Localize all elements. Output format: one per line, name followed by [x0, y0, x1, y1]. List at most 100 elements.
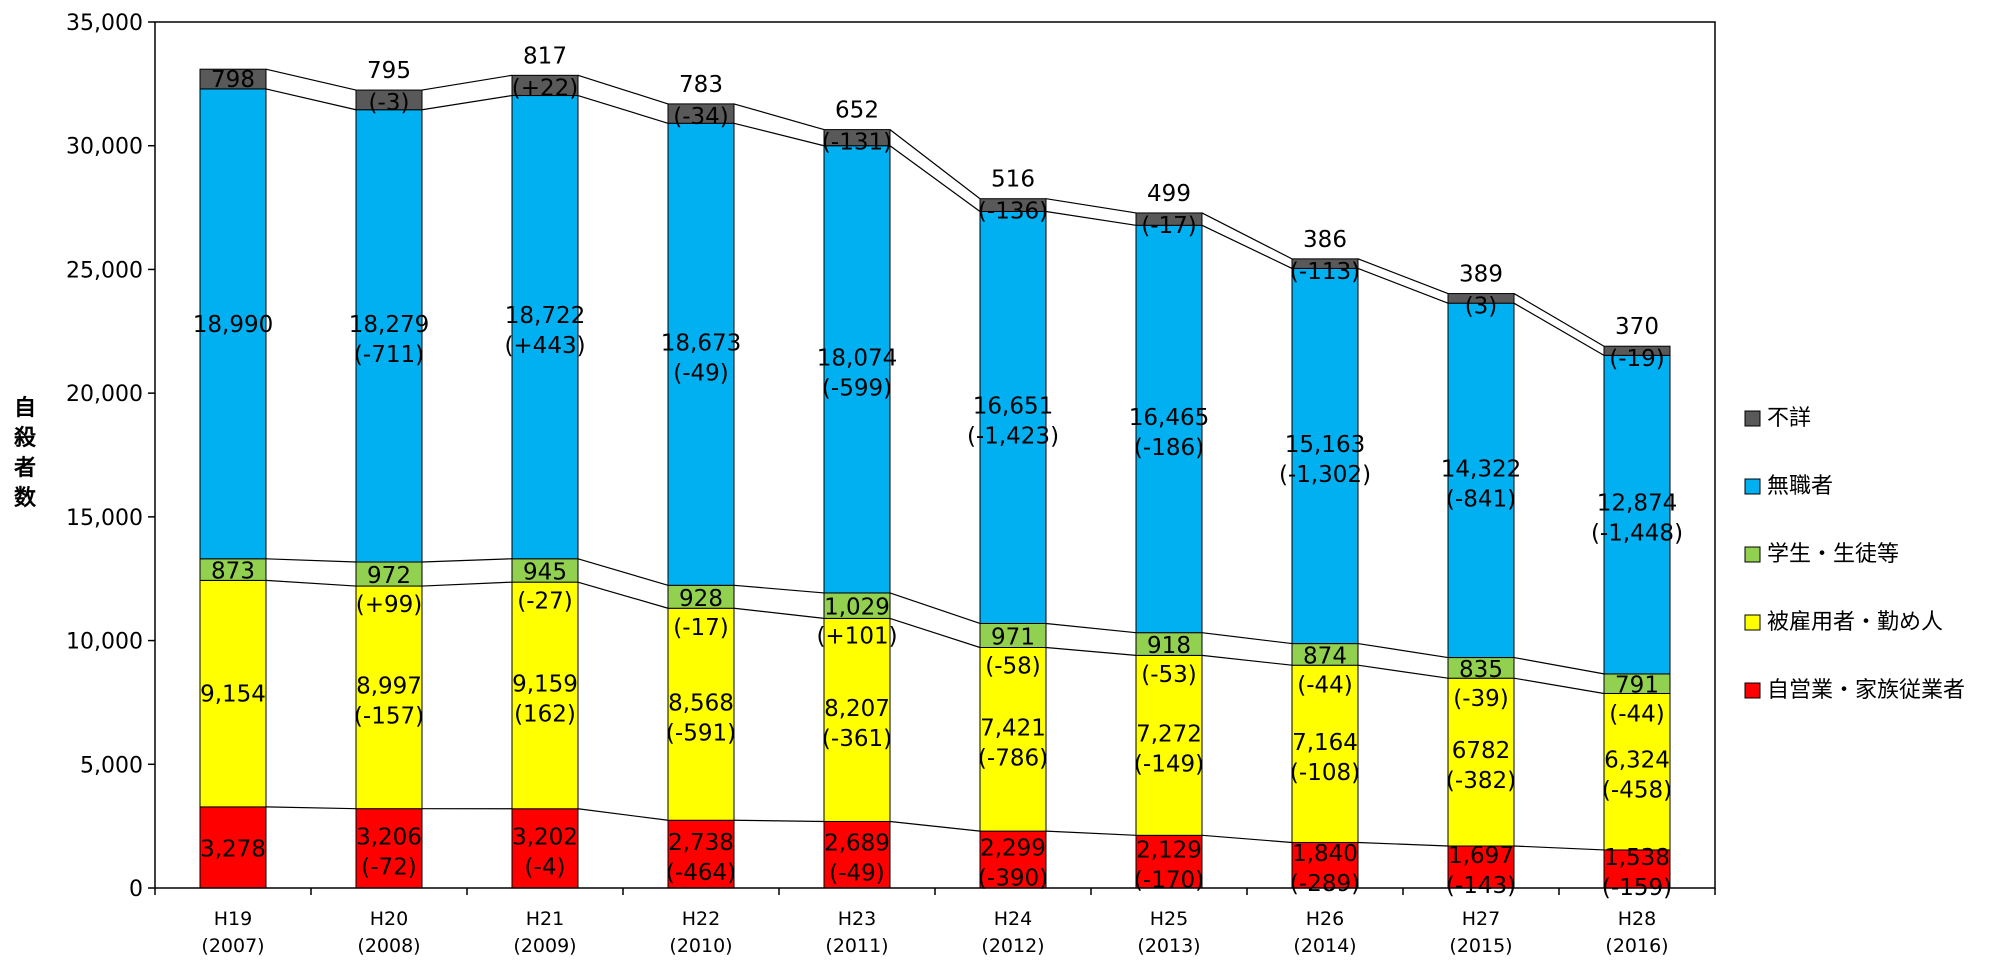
data-label-value: 8,997: [356, 673, 422, 699]
legend-swatch: [1745, 411, 1760, 426]
data-label-value: 873: [211, 559, 255, 585]
x-tick-label-year: H21: [526, 908, 564, 930]
data-label-change: (+99): [356, 592, 422, 618]
data-label-value: 795: [367, 58, 411, 84]
y-tick-label: 15,000: [66, 506, 143, 531]
series-connector-line: [1358, 644, 1448, 658]
data-label-change: (-136): [978, 199, 1048, 225]
series-connector-line: [890, 618, 980, 647]
data-label-value: 8,207: [824, 696, 890, 722]
data-label-change: (-108): [1290, 760, 1360, 786]
data-label-value: 516: [991, 167, 1035, 193]
data-label-value: 16,651: [973, 393, 1053, 419]
data-label-value: 945: [523, 559, 567, 585]
legend-label: 自営業・家族従業者: [1767, 678, 1965, 703]
data-label-change: (-143): [1446, 873, 1516, 899]
data-label-value: 18,990: [193, 312, 273, 338]
series-connector-line: [1202, 213, 1292, 259]
data-label-change: (-464): [666, 860, 736, 886]
series-connector-line: [422, 96, 512, 110]
data-label-value: 817: [523, 43, 567, 69]
series-connector-line: [1358, 842, 1448, 846]
data-label-change: (-53): [1141, 662, 1197, 688]
data-label-value: 9,154: [200, 682, 266, 708]
data-label-value: 2,299: [980, 836, 1046, 862]
data-label-change: (-27): [517, 588, 573, 614]
data-label-value: 918: [1147, 633, 1191, 659]
data-label-value: 2,689: [824, 831, 890, 857]
x-tick-label-year: H28: [1618, 908, 1656, 930]
data-label-value: 14,322: [1441, 456, 1521, 482]
series-connector-line: [266, 69, 356, 90]
series-connector-line: [890, 130, 980, 199]
series-connector-line: [266, 807, 356, 809]
x-tick-label-western: (2014): [1293, 935, 1356, 957]
data-label-value: 370: [1615, 314, 1659, 340]
data-label-change: (3): [1465, 294, 1498, 320]
data-label-change: (-58): [985, 653, 1041, 679]
data-label-change: (-170): [1134, 868, 1204, 894]
data-label-value: 389: [1459, 262, 1503, 288]
x-tick-label-western: (2010): [669, 935, 732, 957]
series-connector-line: [890, 593, 980, 624]
x-tick-label-year: H23: [838, 908, 876, 930]
data-label-change: (-382): [1446, 768, 1516, 794]
x-tick-label-western: (2013): [1137, 935, 1200, 957]
data-label-change: (-1,448): [1591, 521, 1683, 547]
legend-label: 学生・生徒等: [1767, 542, 1899, 567]
series-connector-line: [1358, 665, 1448, 678]
data-label-value: 499: [1147, 181, 1191, 207]
data-label-value: 16,465: [1129, 405, 1209, 431]
data-label-value: 835: [1459, 657, 1503, 683]
y-tick-label: 20,000: [66, 382, 143, 407]
data-label-value: 386: [1303, 227, 1347, 253]
series-connector-line: [266, 580, 356, 586]
data-label-value: 798: [211, 67, 255, 93]
data-label-value: 1,029: [824, 595, 890, 621]
data-label-value: 1,538: [1604, 845, 1670, 871]
data-label-change: (-157): [354, 703, 424, 729]
data-label-change: (-599): [822, 375, 892, 401]
series-connector-line: [422, 559, 512, 562]
data-label-change: (-149): [1134, 751, 1204, 777]
data-label-change: (-39): [1453, 686, 1509, 712]
data-label-value: 928: [679, 586, 723, 612]
series-connector-line: [1514, 658, 1604, 674]
data-label-value: 3,206: [356, 824, 422, 850]
data-label-change: (+443): [504, 333, 585, 359]
data-label-change: (162): [514, 701, 576, 727]
series-connector-line: [266, 89, 356, 110]
x-tick-label-year: H19: [214, 908, 252, 930]
data-label-change: (-113): [1290, 259, 1360, 285]
series-connector-line: [578, 559, 668, 586]
data-label-value: 6,324: [1604, 748, 1670, 774]
data-label-change: (-1,302): [1279, 462, 1371, 488]
series-connector-line: [578, 809, 668, 820]
x-tick-label-western: (2015): [1449, 935, 1512, 957]
series-connector-line: [1046, 199, 1136, 213]
data-label-change: (+101): [816, 624, 897, 650]
data-label-value: 1,697: [1448, 843, 1514, 869]
x-tick-label-western: (2012): [981, 935, 1044, 957]
series-connector-line: [734, 104, 824, 130]
data-label-value: 18,673: [661, 330, 741, 356]
legend-swatch: [1745, 479, 1760, 494]
data-label-change: (-44): [1297, 672, 1353, 698]
y-tick-label: 25,000: [66, 258, 143, 283]
y-tick-label: 35,000: [66, 11, 143, 36]
data-label-change: (-4): [525, 854, 566, 880]
data-label-value: 3,278: [200, 836, 266, 862]
series-connector-line: [266, 559, 356, 562]
data-label-change: (-72): [361, 854, 417, 880]
y-tick-label: 10,000: [66, 630, 143, 655]
data-label-change: (-186): [1134, 435, 1204, 461]
data-label-value: 6782: [1452, 738, 1511, 764]
data-label-change: (-49): [673, 360, 729, 386]
x-tick-label-year: H27: [1462, 908, 1500, 930]
data-label-value: 971: [991, 624, 1035, 650]
data-label-value: 18,074: [817, 345, 897, 371]
data-label-change: (-711): [354, 342, 424, 368]
data-label-change: (+22): [512, 75, 578, 101]
